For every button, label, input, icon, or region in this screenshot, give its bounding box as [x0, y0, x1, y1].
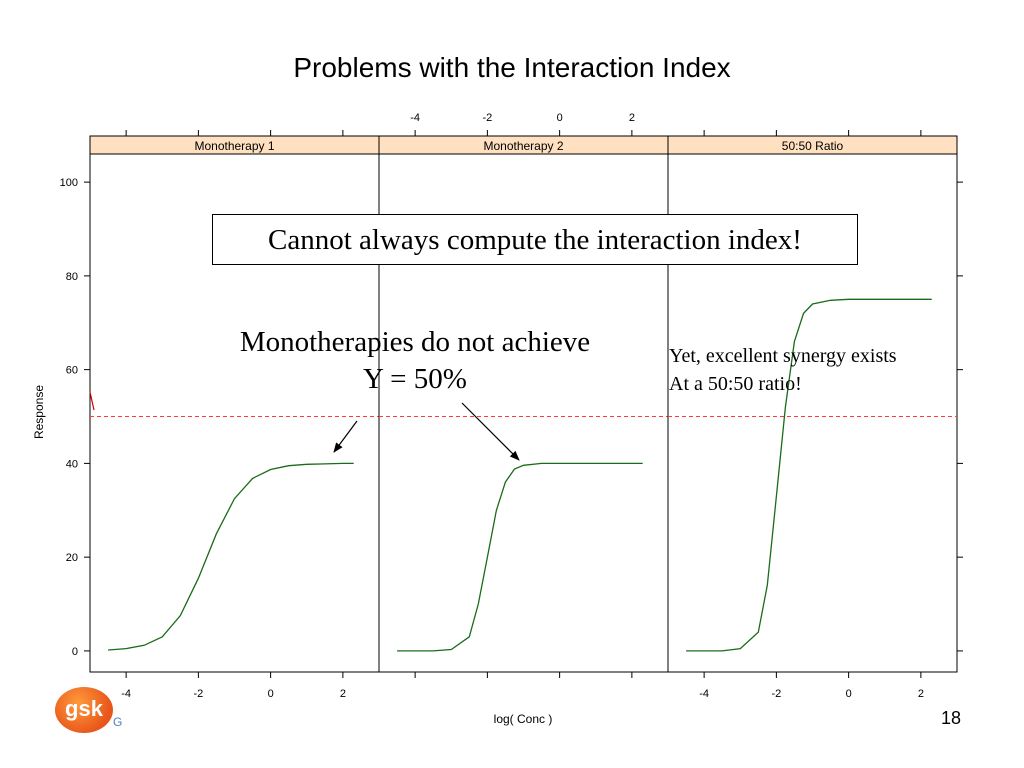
y-tick-label: 80 [66, 271, 78, 283]
page-number: 18 [940, 708, 961, 728]
synergy-note: Yet, excellent synergy exists At a 50:50… [669, 342, 969, 398]
synergy-note-line2: At a 50:50 ratio! [669, 373, 802, 395]
gsk-logo: gsk G [55, 687, 122, 737]
x-tick-label-top: -4 [410, 112, 420, 124]
strip-label: 50:50 Ratio [782, 139, 844, 153]
y-tick-label: 60 [66, 365, 78, 377]
x-tick-label: 0 [268, 688, 274, 700]
arrow-monotherapy-1 [333, 420, 358, 453]
y-tick-label: 100 [60, 177, 78, 189]
monotherapy-note-line2: Y = 50% [363, 363, 467, 395]
red-edge-mark [89, 391, 95, 411]
x-tick-label: 2 [340, 688, 346, 700]
synergy-note-line1: Yet, excellent synergy exists [669, 345, 897, 367]
strip-label: Monotherapy 2 [483, 139, 563, 153]
strip-label: Monotherapy 1 [194, 139, 274, 153]
callout-box: Cannot always compute the interaction in… [212, 214, 858, 265]
series-line [108, 462, 354, 651]
x-tick-label-top: 2 [629, 112, 635, 124]
x-tick-label: -4 [121, 688, 131, 700]
logo-mark: G [113, 715, 123, 729]
arrow-monotherapy-2 [461, 402, 520, 461]
x-tick-label-top: -2 [482, 112, 492, 124]
x-tick-label: 0 [846, 688, 852, 700]
y-axis-label: Response [32, 385, 46, 439]
panel-frame [667, 153, 958, 673]
slide-title: Problems with the Interaction Index [293, 52, 731, 83]
x-tick-label-top: 0 [557, 112, 563, 124]
series-line [397, 462, 643, 652]
y-tick-label: 20 [66, 552, 78, 564]
x-tick-label: 2 [918, 688, 924, 700]
x-tick-label: -2 [771, 688, 781, 700]
y-tick-label: 0 [72, 646, 78, 658]
x-axis-label: log( Conc ) [494, 712, 553, 726]
monotherapy-note: Monotherapies do not achieve Y = 50% [180, 324, 650, 398]
x-tick-label: -4 [699, 688, 709, 700]
monotherapy-note-line1: Monotherapies do not achieve [239, 326, 591, 358]
y-tick-label: 40 [66, 458, 78, 470]
logo-wordmark: gsk [55, 687, 113, 733]
x-tick-label: -2 [193, 688, 203, 700]
series-line [686, 298, 932, 652]
